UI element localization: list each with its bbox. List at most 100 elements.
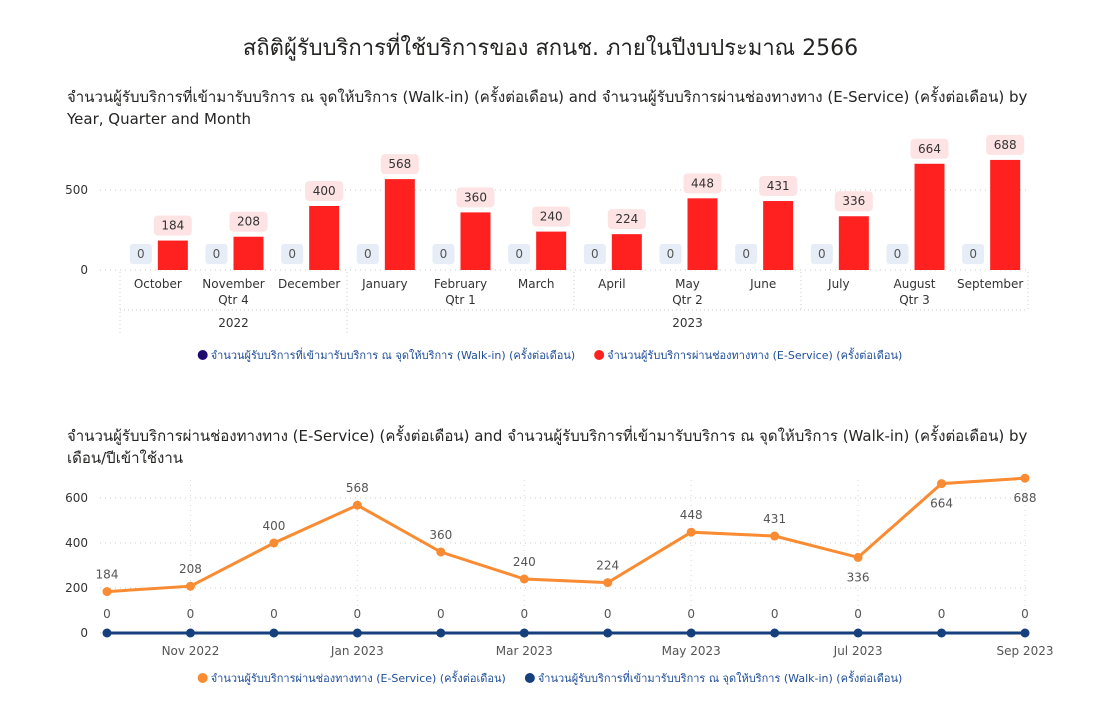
x-month-label: May [675, 277, 700, 291]
walkin-point [853, 628, 863, 638]
legend-marker [197, 673, 208, 683]
x-month-label: November [202, 277, 264, 291]
x-month-label: February [434, 277, 487, 291]
eservice-point [436, 547, 446, 557]
eservice-data-label: 208 [179, 562, 202, 576]
eservice-bar [763, 201, 794, 270]
x-tick-label: Jan 2023 [330, 644, 384, 658]
eservice-data-label-bg [910, 138, 949, 159]
eservice-bar [460, 212, 491, 270]
x-year-label: 2022 [218, 316, 249, 330]
eservice-line [106, 476, 1026, 594]
eservice-point [185, 581, 195, 591]
walkin-data-label: 0 [520, 607, 528, 621]
legend-label: จำนวนผู้รับบริการที่เข้ามารับบริการ ณ จุ… [538, 670, 902, 685]
eservice-data-label: 688 [1014, 491, 1037, 505]
eservice-data-label-bg [532, 206, 571, 227]
walkin-point [603, 628, 613, 638]
eservice-data-label: 184 [96, 568, 119, 582]
eservice-data-label-bg [380, 154, 419, 175]
line-chart-title: จำนวนผู้รับบริการผ่านช่องทางทาง (E-Servi… [67, 427, 1028, 467]
x-tick-label: Jul 2023 [833, 644, 883, 658]
eservice-data-label: 208 [237, 215, 260, 229]
walkin-data-label-bg [810, 244, 833, 264]
walkin-data-label: 0 [187, 607, 195, 621]
walkin-data-label: 0 [437, 607, 445, 621]
walkin-data-label: 0 [288, 247, 296, 261]
eservice-point [269, 538, 279, 548]
eservice-bar [309, 206, 340, 270]
x-month-label: August [894, 277, 936, 291]
walkin-data-label: 0 [103, 607, 111, 621]
eservice-data-label-bg [834, 191, 873, 212]
eservice-bar [536, 231, 567, 270]
eservice-data-label: 336 [847, 570, 870, 584]
walkin-data-label: 0 [938, 607, 946, 621]
eservice-data-label: 336 [842, 194, 865, 208]
x-month-label: March [518, 277, 555, 291]
walkin-point [770, 628, 780, 638]
legend-marker [524, 673, 535, 683]
eservice-data-label: 688 [994, 138, 1017, 152]
eservice-data-label: 568 [388, 157, 411, 171]
walkin-data-label: 0 [771, 607, 779, 621]
eservice-point [1020, 473, 1030, 483]
walkin-data-label-bg [432, 244, 455, 264]
legend-label: จำนวนผู้รับบริการผ่านช่องทางทาง (E-Servi… [607, 347, 902, 362]
x-tick-label: Mar 2023 [496, 644, 553, 658]
eservice-data-label: 400 [313, 184, 336, 198]
eservice-bar [914, 163, 945, 270]
walkin-point [269, 628, 279, 638]
eservice-data-label: 224 [596, 559, 619, 573]
eservice-data-label-bg [153, 215, 192, 236]
x-quarter-label: Qtr 1 [445, 293, 476, 307]
walkin-data-label-bg [508, 244, 531, 264]
legend-marker [197, 350, 208, 360]
x-tick-label: Nov 2022 [162, 644, 220, 658]
walkin-data-label: 0 [364, 247, 372, 261]
x-year-label: 2023 [672, 316, 703, 330]
eservice-data-label: 240 [540, 210, 563, 224]
walkin-data-label: 0 [354, 607, 362, 621]
walkin-data-label-bg [129, 244, 152, 264]
eservice-bar [233, 236, 264, 270]
y-tick-label: 500 [65, 183, 88, 197]
walkin-data-label-bg [205, 244, 228, 264]
y-tick-label: 0 [80, 626, 88, 640]
walkin-data-label: 0 [687, 607, 695, 621]
bar-chart: 0 500 0 184 October 0 208 November 0 400 December 0… [65, 134, 1030, 362]
walkin-data-label: 0 [969, 247, 977, 261]
walkin-data-label: 0 [137, 247, 145, 261]
legend-label: จำนวนผู้รับบริการผ่านช่องทางทาง (E-Servi… [211, 670, 506, 685]
walkin-data-label: 0 [854, 607, 862, 621]
eservice-data-label-bg [305, 181, 344, 201]
walkin-data-label: 0 [667, 247, 675, 261]
eservice-data-label: 448 [680, 508, 703, 522]
eservice-data-label-bg [759, 176, 798, 197]
eservice-point [519, 574, 529, 584]
x-month-label: October [134, 277, 182, 291]
eservice-point [853, 552, 863, 562]
walkin-point [937, 628, 947, 638]
eservice-point [770, 531, 780, 541]
x-month-label: July [827, 277, 850, 291]
eservice-data-label: 224 [615, 212, 638, 226]
x-month-label: December [278, 277, 340, 291]
walkin-data-label-bg [886, 244, 909, 264]
eservice-bar [838, 216, 869, 270]
walkin-point [686, 628, 696, 638]
eservice-data-label: 400 [262, 519, 285, 533]
eservice-point [603, 578, 613, 588]
eservice-data-label: 240 [513, 555, 536, 569]
eservice-data-label: 664 [918, 142, 941, 156]
walkin-data-label: 0 [270, 607, 278, 621]
eservice-bar [384, 179, 415, 270]
walkin-data-label-bg [962, 244, 985, 264]
x-month-label: January [361, 277, 408, 291]
eservice-data-label: 568 [346, 481, 369, 495]
eservice-data-label-bg [229, 211, 268, 232]
walkin-data-label: 0 [515, 247, 523, 261]
y-tick-label: 400 [65, 536, 88, 550]
x-month-label: June [749, 277, 776, 291]
